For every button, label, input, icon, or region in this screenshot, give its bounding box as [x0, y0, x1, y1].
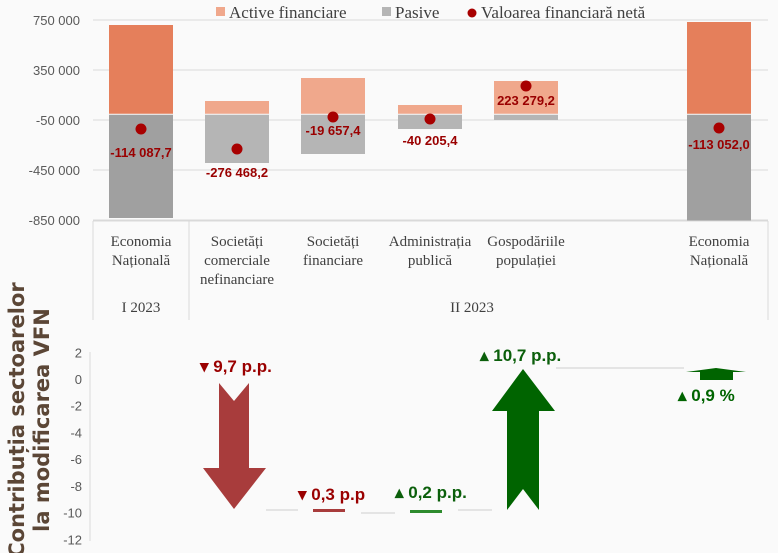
y-axis-title: Contribuția sectoarelorla modificarea VF… [5, 282, 54, 553]
net-value-dot [424, 113, 436, 125]
net-value-dot [327, 111, 339, 123]
y-tick-label: -8 [70, 479, 82, 494]
y-axis-title-line: la modificarea VFN [30, 308, 54, 532]
category-label: Societăți comerciale nefinanciare [200, 234, 274, 288]
down-arrow [203, 383, 266, 509]
net-value-label: -113 052,0 [688, 137, 749, 152]
category-label-line: Economia [689, 234, 750, 250]
category-label-line: populației [496, 253, 556, 269]
category-label-line: Societăți [211, 234, 264, 250]
category-label-line: Societăți [307, 234, 360, 250]
bar-pasive [494, 114, 558, 120]
category-label-line: nefinanciare [200, 272, 274, 288]
y-tick-label: -6 [70, 452, 82, 467]
y-tick-label: -12 [63, 532, 82, 547]
financial-position-chart: 750 000 350 000 -50 000 -450 000 -850 000 -11… [29, 3, 769, 320]
legend-label: Active financiare [229, 3, 347, 22]
category-label: Gospodăriile populației [487, 234, 565, 269]
category-label-line: Economia [111, 234, 172, 250]
y-tick-label: -850 000 [29, 213, 80, 228]
group-label: II 2023 [450, 300, 494, 316]
y-tick-label: -50 000 [36, 113, 80, 128]
category-label-line: publică [408, 253, 452, 269]
net-value-dot [520, 80, 532, 92]
net-value-dot [231, 143, 243, 155]
bar-active-financiare [398, 105, 462, 114]
small-down-bar [313, 509, 345, 512]
category-label-line: Gospodăriile [487, 234, 565, 250]
y-tick-label: -450 000 [29, 163, 80, 178]
y-tick-label: 2 [75, 345, 82, 360]
y-tick-label: 350 000 [33, 63, 80, 78]
legend-label: Valoarea financiară netă [481, 3, 646, 22]
legend-dot [467, 8, 477, 18]
step-label: ▴ 0,2 p.p. [394, 483, 467, 502]
bar-active-financiare [687, 22, 751, 114]
category-label-line: Națională [112, 253, 171, 269]
step-label: ▾ 0,3 p.p [297, 485, 365, 504]
category-label-line: Administrația [389, 234, 472, 250]
category-label: Economia Națională [689, 234, 750, 269]
y-tick-label: -2 [70, 399, 82, 414]
net-value-label: -19 657,4 [306, 123, 362, 138]
category-label: Societăți financiare [303, 234, 363, 269]
category-label-line: Națională [690, 253, 749, 269]
category-label: Administrația publică [389, 234, 472, 269]
up-arrow [492, 369, 555, 510]
net-value-label: -40 205,4 [403, 133, 459, 148]
legend-swatch [216, 7, 225, 16]
net-value-label: 223 279,2 [497, 93, 555, 108]
y-tick-label: -4 [70, 425, 82, 440]
bar-active-financiare [109, 25, 173, 114]
net-value-dot [713, 122, 725, 134]
step-label: ▾ 9,7 p.p. [199, 357, 272, 376]
y-axis-title-line: Contribuția sectoarelor [5, 282, 30, 553]
net-value-label: -276 468,2 [206, 165, 268, 180]
bar-pasive [205, 114, 269, 163]
group-label: I 2023 [122, 300, 161, 316]
total-up-mark [686, 368, 746, 380]
category-label-line: comerciale [204, 253, 270, 269]
net-value-dot [135, 123, 147, 135]
net-value-label: -114 087,7 [110, 145, 171, 160]
small-up-bar [410, 510, 442, 513]
legend-swatch [382, 7, 391, 16]
legend-label: Pasive [395, 3, 439, 22]
y-tick-label: 750 000 [33, 13, 80, 28]
y-tick-label: -10 [63, 506, 82, 521]
bar-active-financiare [205, 101, 269, 114]
total-label: ▴ 0,9 % [677, 386, 735, 405]
category-label: Economia Națională [111, 234, 172, 269]
bar-active-financiare [301, 78, 365, 114]
y-tick-label: 0 [75, 372, 82, 387]
step-label: ▴ 10,7 p.p. [479, 346, 561, 365]
category-label-line: financiare [303, 253, 363, 269]
